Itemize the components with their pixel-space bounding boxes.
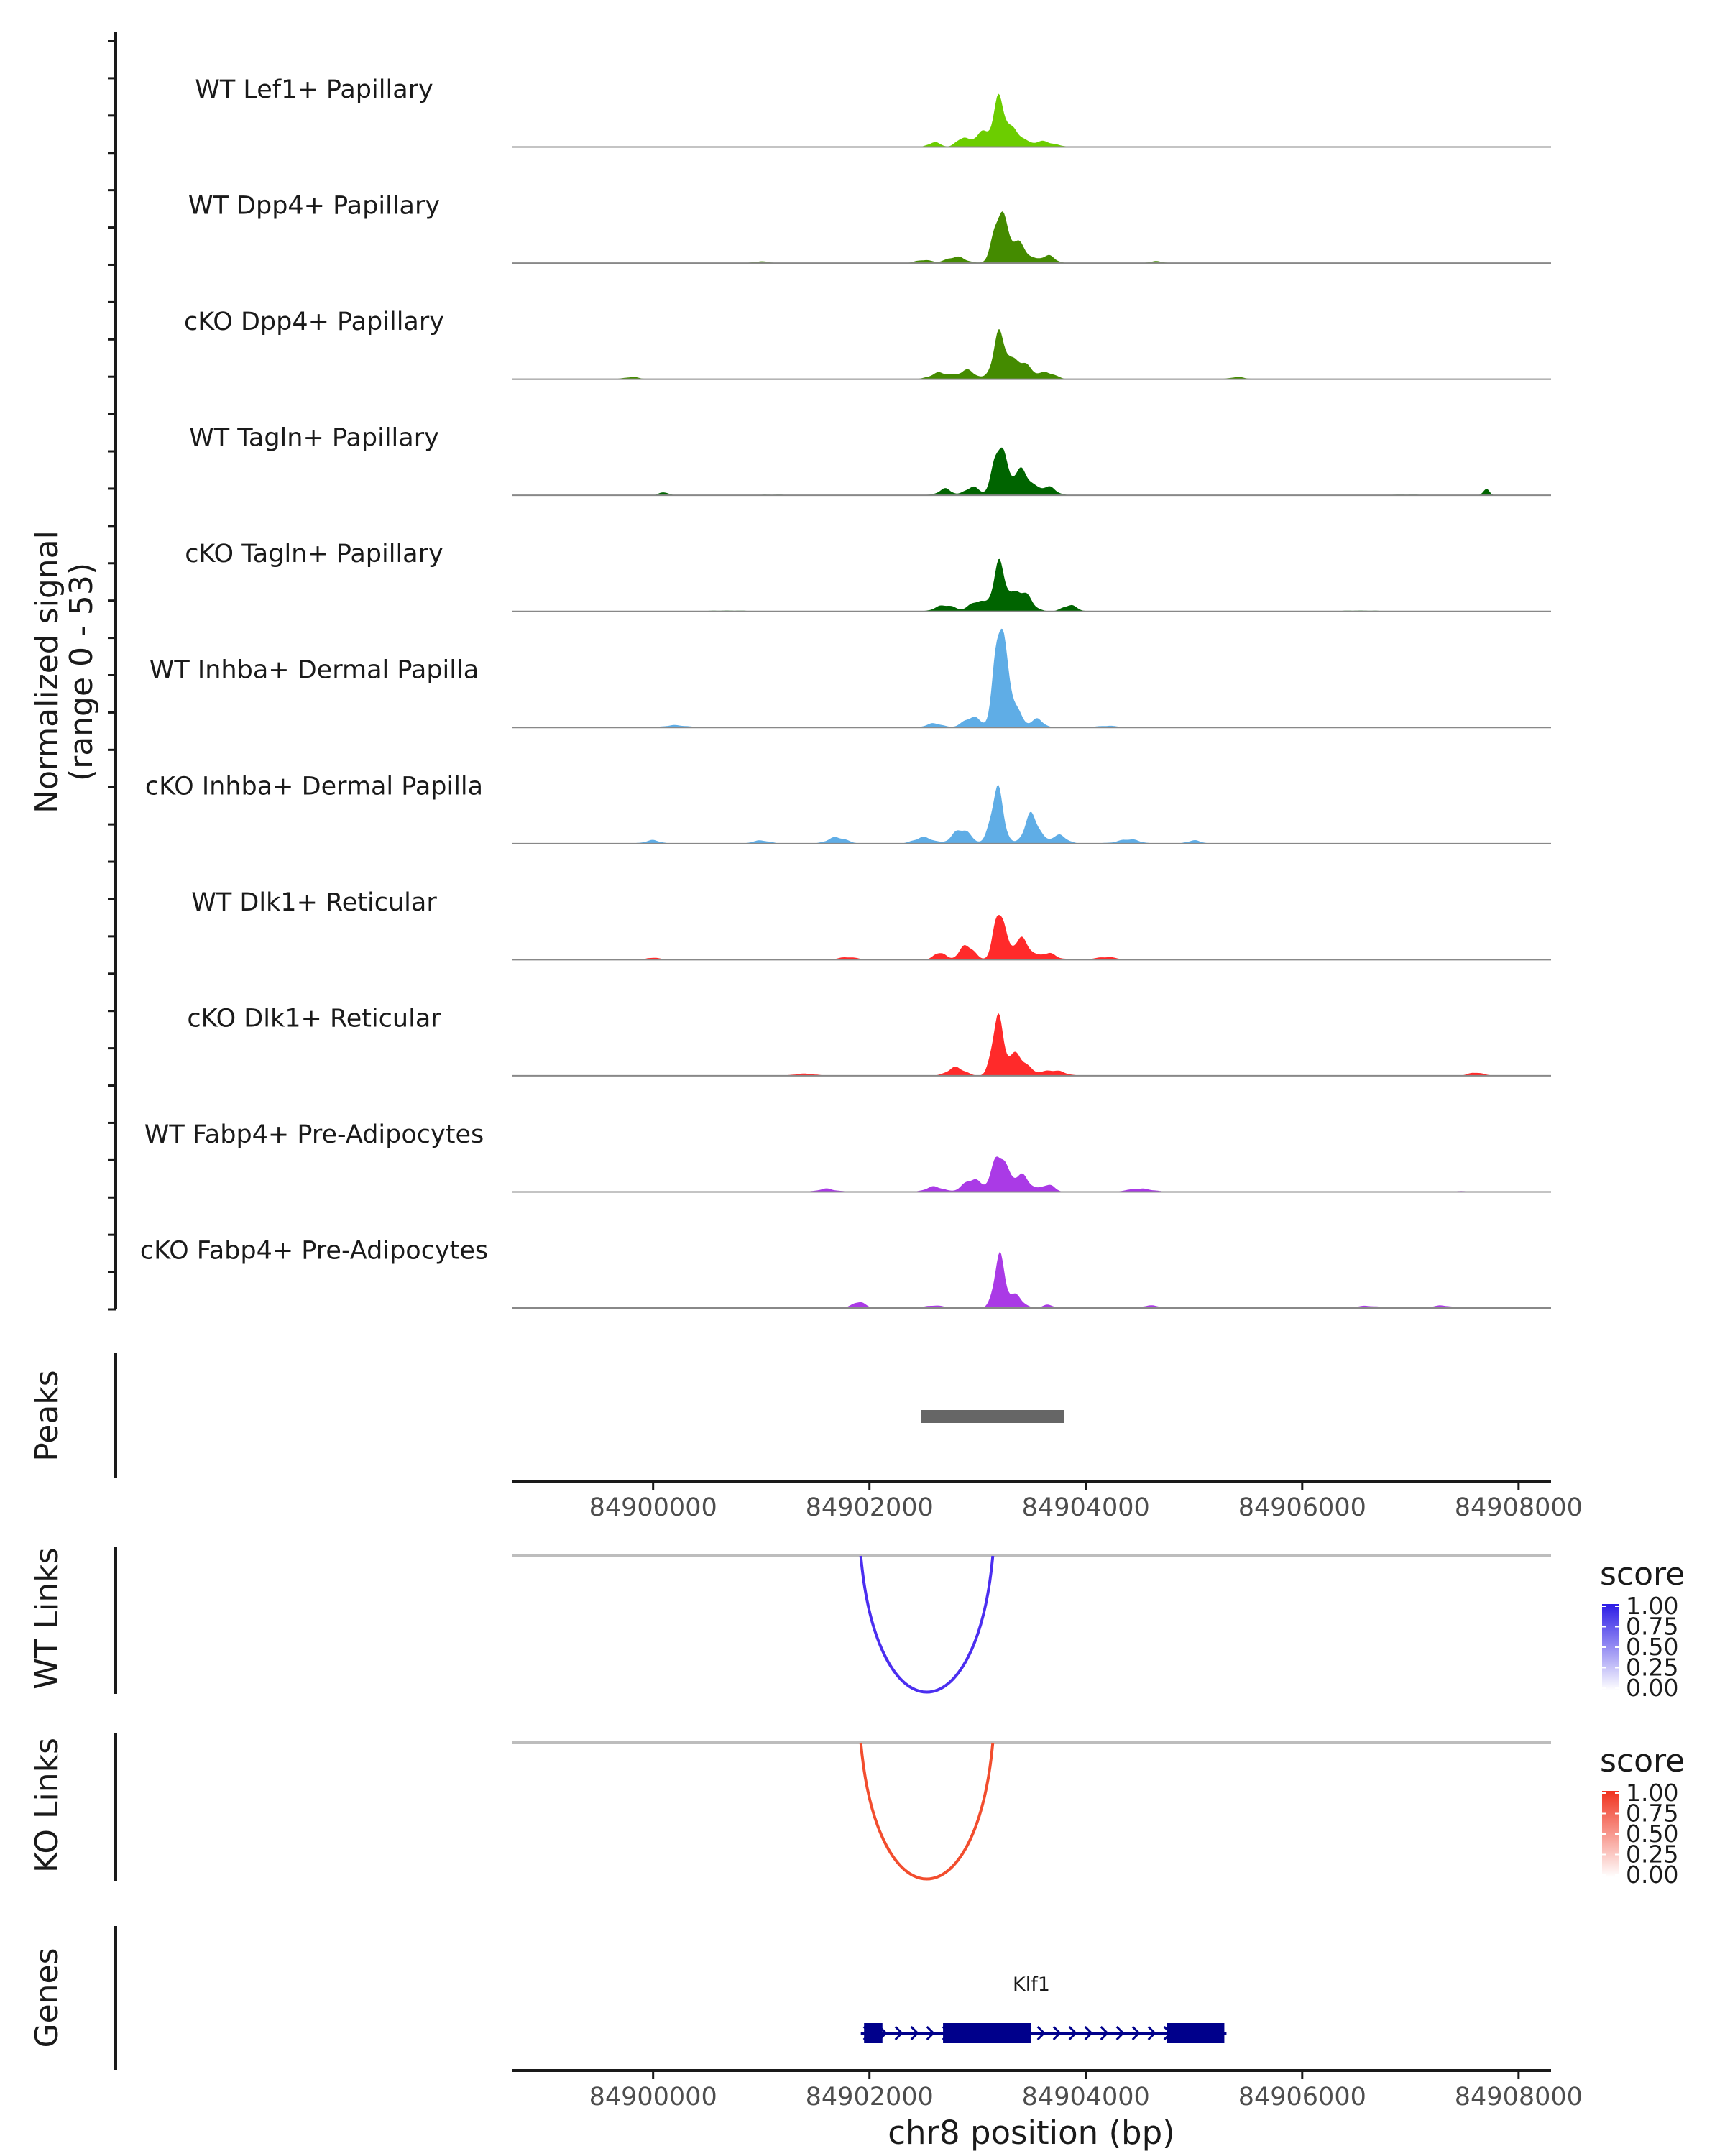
legend-tick-label: 0.25 [1626,1654,1678,1682]
coverage-track: WT Lef1+ Papillary [195,75,1551,148]
x-tick-label: 84904000 [1022,1493,1150,1522]
coverage-area [512,93,1502,147]
genes-panel: Genes Klf1 84900000 84902000 84904000 84906… [29,1926,1583,2152]
strand-arrow [1100,2025,1109,2041]
coverage-area [512,628,1502,728]
x-tick-label: 84908000 [1455,1493,1583,1522]
track-label: WT Lef1+ Papillary [195,75,433,104]
genes-x-axis: 84900000 84902000 84904000 84906000 84908000 [589,2070,1583,2111]
legend-tick-label: 0.50 [1626,1820,1678,1848]
x-tick-label: 84908000 [1455,2083,1583,2111]
track-label: WT Tagln+ Papillary [189,424,439,453]
x-tick-label: 84906000 [1238,1493,1366,1522]
coverage-area [512,915,1502,960]
coverage-track: cKO Inhba+ Dermal Papilla [145,772,1551,844]
coverage-area [512,1156,1502,1192]
genes-panel-title: Genes [29,1948,65,2047]
peak-regions [921,1410,1064,1423]
strand-arrow [1084,2025,1093,2041]
coverage-area [512,329,1502,379]
legend-tick-label: 0.75 [1626,1613,1678,1641]
legend-tick-label: 1.00 [1626,1779,1678,1807]
peaks-x-axis: 84900000 84902000 84904000 84906000 84908000 [589,1481,1583,1522]
legend-tick-label: 0.75 [1626,1800,1678,1828]
track-label: WT Dpp4+ Papillary [188,192,440,221]
link-arc [859,1742,995,1881]
legend-tick-label: 1.00 [1626,1592,1678,1620]
x-tick-label: 84900000 [589,2083,717,2111]
strand-arrow [910,2025,919,2041]
coverage-area [512,1251,1502,1308]
coverage-track: cKO Tagln+ Papillary [185,540,1551,612]
coverage-track: WT Dpp4+ Papillary [188,192,1551,264]
gene-name-label: Klf1 [1013,1973,1050,1996]
track-label: cKO Inhba+ Dermal Papilla [145,772,483,801]
strand-arrow [1052,2025,1062,2041]
coverage-y-ticks [108,40,116,1311]
coverage-track: WT Fabp4+ Pre-Adipocytes [144,1120,1551,1193]
strand-arrow [1131,2025,1141,2041]
coverage-track: cKO Fabp4+ Pre-Adipocytes [140,1236,1551,1309]
strand-arrow [1068,2025,1077,2041]
legend-tick-label: 0.00 [1626,1674,1678,1702]
links-panel-title: WT Links [29,1547,65,1689]
coverage-track: WT Inhba+ Dermal Papilla [150,628,1551,729]
gene-exon [943,2023,1031,2043]
legend-tick-label: 0.00 [1626,1861,1678,1889]
coverage-track: WT Tagln+ Papillary [189,424,1551,497]
x-tick-label: 84902000 [806,2083,934,2111]
gene-exon [1167,2023,1225,2043]
legend-tick-label: 0.25 [1626,1841,1678,1869]
strand-arrow [894,2025,903,2041]
track-label: WT Fabp4+ Pre-Adipocytes [144,1120,484,1149]
peak-region [921,1410,1064,1423]
peaks-panel: Peaks 84900000 84902000 84904000 84906000 84… [29,1353,1583,1522]
track-label: cKO Fabp4+ Pre-Adipocytes [140,1236,488,1265]
strand-arrow [1147,2025,1156,2041]
track-label: WT Dlk1+ Reticular [191,888,437,917]
x-axis-title: chr8 position (bp) [888,2114,1175,2152]
x-tick-label: 84904000 [1022,2083,1150,2111]
coverage-track: WT Dlk1+ Reticular [191,888,1551,961]
strand-arrow [1036,2025,1046,2041]
legend-tick-label: 0.50 [1626,1633,1678,1661]
coverage-track: cKO Dpp4+ Papillary [184,308,1551,380]
coverage-panel: Normalized signal (range 0 - 53) WT Lef1… [29,32,1551,1311]
coverage-ylabel: Normalized signal [29,530,65,814]
gene-exon [864,2023,883,2043]
coverage-track: cKO Dlk1+ Reticular [187,1004,1551,1077]
track-label: cKO Dpp4+ Papillary [184,308,444,336]
link-arc [859,1555,995,1694]
coverage-area [512,558,1502,612]
coverage-tracks: WT Lef1+ Papillary WT Dpp4+ Papillary cKO … [140,75,1551,1309]
track-label: WT Inhba+ Dermal Papilla [150,656,479,685]
peaks-panel-title: Peaks [29,1370,65,1461]
coverage-range-label: (range 0 - 53) [63,563,100,781]
x-tick-label: 84906000 [1238,2083,1366,2111]
strand-arrow [1116,2025,1125,2041]
track-label: cKO Dlk1+ Reticular [187,1004,441,1033]
coverage-area [512,1013,1502,1076]
coverage-area [512,784,1502,844]
legend-title: score [1600,1556,1685,1593]
links-panel-title: KO Links [29,1738,65,1873]
x-tick-label: 84900000 [589,1493,717,1522]
gene-model [860,2023,1227,2043]
legend-title: score [1600,1743,1685,1779]
coverage-area [512,447,1502,496]
coverage-area [512,211,1502,264]
track-label: cKO Tagln+ Papillary [185,540,443,568]
strand-arrow [926,2025,935,2041]
x-tick-label: 84902000 [806,1493,934,1522]
